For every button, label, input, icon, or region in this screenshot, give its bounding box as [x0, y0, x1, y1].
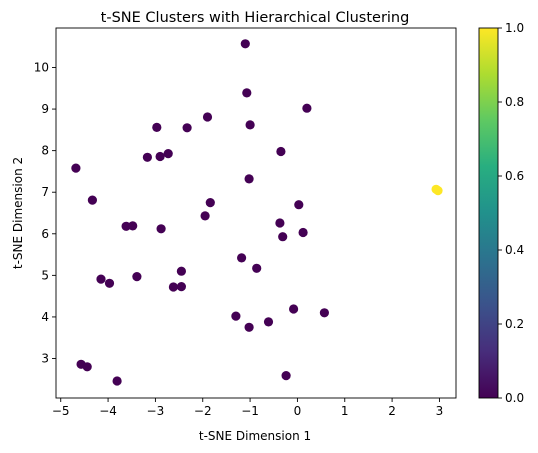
data-point: [205, 198, 215, 208]
x-tick-label: −3: [147, 404, 165, 418]
data-point: [96, 274, 106, 284]
data-point: [176, 266, 186, 276]
data-point: [182, 123, 192, 133]
y-tick-label: 10: [34, 60, 49, 74]
data-point: [281, 371, 291, 381]
data-point: [276, 146, 286, 157]
data-point: [176, 282, 186, 292]
data-point: [87, 195, 97, 205]
x-axis-title: t-SNE Dimension 1: [199, 429, 311, 443]
plot-area: [56, 28, 456, 398]
data-point: [319, 308, 329, 318]
colorbar-axis: 0.0 0.2 0.4 0.6 0.8 1.0: [498, 21, 524, 405]
data-point: [244, 322, 254, 332]
data-point: [163, 149, 173, 159]
data-point: [168, 282, 178, 292]
x-tick-label: −4: [99, 404, 117, 418]
data-point: [433, 186, 443, 196]
data-point: [244, 174, 254, 184]
data-point: [71, 163, 81, 173]
data-point: [252, 263, 262, 273]
data-point: [156, 224, 166, 234]
data-point: [132, 272, 142, 282]
colorbar-tick-label: 0.8: [505, 95, 524, 109]
x-axis: −5 −4 −3 −2 −1 0 1 2 3: [52, 398, 443, 418]
x-tick-label: 2: [388, 404, 396, 418]
data-point: [155, 151, 165, 162]
x-tick-label: 1: [341, 404, 349, 418]
data-point: [104, 278, 115, 288]
y-tick-label: 5: [41, 268, 49, 282]
plot-frame: [55, 27, 457, 399]
x-tick-label: −2: [194, 404, 212, 418]
data-point: [263, 317, 274, 327]
data-point: [278, 232, 288, 242]
data-point: [142, 152, 152, 162]
data-point: [237, 253, 247, 263]
x-tick-label: 3: [436, 404, 444, 418]
data-point: [242, 88, 252, 98]
y-tick-label: 9: [41, 102, 49, 116]
data-point: [275, 218, 285, 228]
y-tick-label: 7: [41, 185, 49, 199]
data-point: [231, 311, 241, 321]
x-tick-label: −1: [241, 404, 259, 418]
points-layer: [71, 39, 443, 386]
x-tick-label: −5: [52, 404, 70, 418]
data-point: [128, 221, 138, 231]
data-point: [240, 39, 250, 49]
y-axis-title: t-SNE Dimension 2: [11, 157, 25, 269]
data-point: [202, 112, 213, 122]
y-tick-label: 4: [41, 310, 49, 324]
x-tick-label: 0: [294, 404, 302, 418]
colorbar: [478, 27, 499, 399]
data-point: [200, 211, 210, 221]
y-tick-label: 8: [41, 144, 49, 158]
colorbar-tick-label: 0.2: [505, 317, 524, 331]
data-point: [302, 103, 312, 113]
colorbar-tick-label: 0.0: [505, 391, 524, 405]
data-point: [245, 120, 255, 130]
y-tick-label: 6: [41, 227, 49, 241]
data-point: [289, 304, 299, 314]
colorbar-tick-label: 0.4: [505, 243, 524, 257]
y-tick-label: 3: [41, 352, 49, 366]
data-point: [152, 122, 162, 132]
data-point: [82, 362, 92, 372]
chart-title: t-SNE Clusters with Hierarchical Cluster…: [101, 10, 410, 26]
data-point: [121, 221, 131, 231]
colorbar-tick-label: 1.0: [505, 21, 524, 35]
data-point: [112, 376, 122, 386]
y-axis: 3 4 5 6 7 8 9 10: [34, 60, 56, 366]
data-point: [298, 227, 308, 238]
colorbar-tick-label: 0.6: [505, 169, 524, 183]
data-point: [294, 200, 304, 210]
